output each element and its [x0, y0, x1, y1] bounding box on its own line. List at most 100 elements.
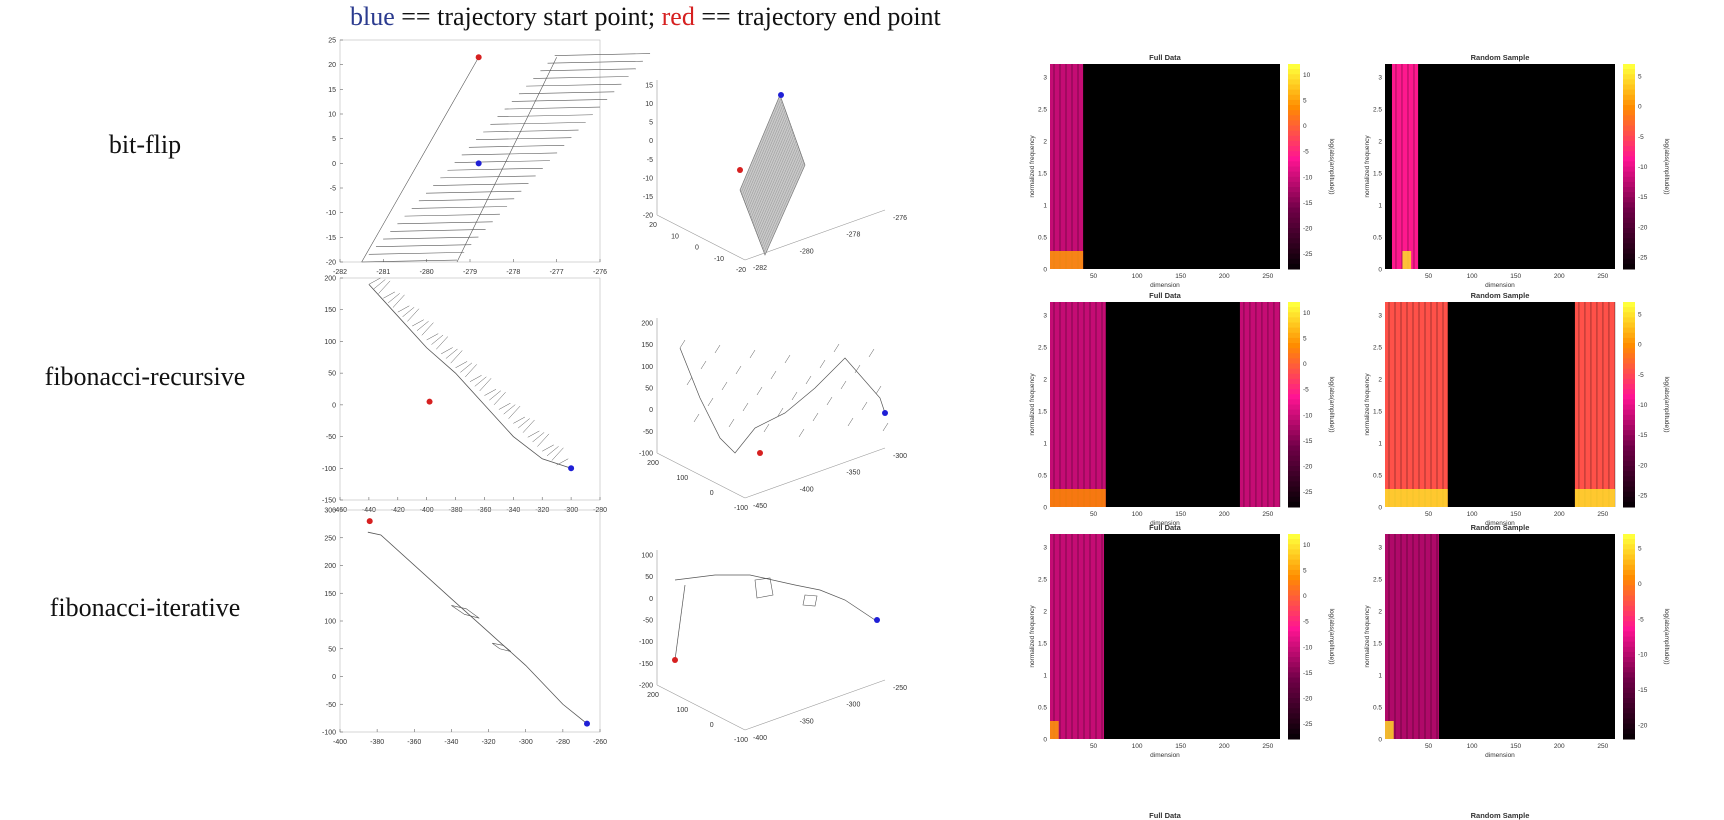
colorbar-step — [1623, 192, 1635, 198]
y-tick-label: 0 — [1378, 737, 1382, 744]
colorbar-step — [1288, 476, 1300, 482]
colorbar-tick-label: 0 — [1638, 104, 1642, 111]
x-tick-label: -300 — [519, 739, 533, 746]
colorbar-step — [1288, 662, 1300, 668]
colorbar-step — [1623, 202, 1635, 208]
x-tick-label: 100 — [1467, 273, 1478, 280]
colorbar-step — [1623, 302, 1635, 308]
colorbar-tick-label: -15 — [1303, 200, 1313, 207]
colorbar-step — [1288, 636, 1300, 643]
trace-segment — [517, 418, 530, 429]
colorbar-label: log(abs(amplitude)) — [1328, 377, 1335, 433]
y-tick-label: 0.5 — [1038, 704, 1047, 711]
y-tick-label: 1 — [1378, 440, 1382, 447]
colorbar-step — [1623, 207, 1635, 214]
trace-segment — [447, 167, 543, 171]
colorbar-step — [1623, 651, 1635, 658]
y-tick-label: -150 — [322, 498, 336, 505]
trace-segment — [868, 348, 875, 358]
colorbar-step — [1623, 733, 1635, 740]
colorbar-step — [1288, 322, 1300, 329]
x-tick-label: 150 — [1510, 273, 1521, 280]
colorbar-step — [1288, 161, 1300, 167]
colorbar-tick-label: 10 — [1303, 310, 1311, 317]
colorbar-tick-label: -5 — [1638, 616, 1644, 623]
colorbar-step — [1288, 187, 1300, 193]
colorbar-step — [1288, 575, 1300, 581]
y-tick-label: -20 — [736, 267, 746, 274]
y-tick-label: 2.5 — [1373, 106, 1382, 113]
y-axis — [656, 214, 746, 261]
y-axis-label: normalized frequency — [1364, 135, 1371, 198]
colorbar-step — [1623, 378, 1635, 385]
trace-segment — [791, 391, 798, 401]
z-tick-label: 15 — [645, 83, 653, 90]
z-tick-label: 0 — [649, 407, 653, 414]
y-axis-label: normalized frequency — [1029, 605, 1036, 668]
start-point-marker — [882, 410, 888, 416]
trace-segment — [752, 131, 794, 224]
trajectory-2d-plot-0: -282 -281 -280 -279 -278 -277 -276 -20 -15 -10 -5 0… — [326, 38, 651, 276]
x-tick-label: -279 — [463, 269, 477, 276]
colorbar-step — [1623, 140, 1635, 147]
colorbar-step — [1623, 692, 1635, 699]
start-point-marker — [584, 720, 590, 727]
colorbar-step — [1288, 312, 1300, 318]
colorbar-tick-label: -20 — [1638, 224, 1648, 231]
colorbar-step — [1623, 130, 1635, 137]
y-tick-label: 100 — [324, 339, 336, 346]
x-axis-label: dimension — [1485, 520, 1515, 527]
z-tick-label: 10 — [645, 101, 653, 108]
colorbar-step — [1623, 723, 1635, 730]
heatmap-title: Full Data — [1149, 523, 1181, 532]
colorbar-step — [1623, 425, 1635, 431]
x-tick-label: -260 — [593, 739, 607, 746]
colorbar-step — [1623, 610, 1635, 617]
heatmap-band — [1574, 302, 1615, 507]
colorbar-step — [1623, 353, 1635, 359]
colorbar-step — [1288, 64, 1300, 70]
colorbar-step — [1623, 564, 1635, 571]
trace-segment — [416, 320, 429, 331]
colorbar-step — [1623, 569, 1635, 576]
colorbar-step — [1288, 600, 1300, 607]
x-tick-label: 100 — [1132, 743, 1143, 750]
colorbar-step — [1623, 585, 1635, 591]
trace-segment — [847, 417, 854, 427]
trace-segment — [426, 333, 439, 341]
trace-segment — [465, 364, 477, 378]
colorbar-step — [1288, 84, 1300, 91]
colorbar-step — [1623, 161, 1635, 167]
colorbar-step — [1623, 384, 1635, 390]
legend-blue-text: == trajectory start point; — [394, 2, 662, 31]
colorbar-step — [1288, 176, 1300, 183]
x-tick-label: 150 — [1175, 743, 1186, 750]
trace-segment — [433, 183, 529, 186]
colorbar-step — [1288, 258, 1300, 265]
trace-segment — [456, 57, 557, 263]
x-tick-label: 250 — [1597, 273, 1608, 280]
colorbar-step — [1288, 394, 1300, 400]
y-tick-label: 100 — [676, 475, 688, 482]
colorbar-step — [1623, 115, 1635, 121]
z-tick-label: 0 — [649, 596, 653, 603]
x-tick-label: -278 — [846, 232, 860, 239]
colorbar-step — [1288, 212, 1300, 219]
x-tick-label: 100 — [1467, 511, 1478, 518]
colorbar-step — [1288, 105, 1300, 111]
colorbar-step — [1288, 657, 1300, 663]
colorbar-step — [1623, 358, 1635, 364]
trace-segment — [854, 364, 861, 374]
y-tick-label: 300 — [324, 508, 336, 515]
colorbar-step — [1288, 534, 1300, 540]
colorbar-step — [1288, 115, 1300, 121]
trace-segment — [533, 76, 629, 79]
x-tick-label: -280 — [800, 248, 814, 255]
colorbar-step — [1288, 363, 1300, 370]
end-point-marker — [757, 450, 763, 456]
trace-segment — [368, 252, 465, 255]
y-tick-label: 3 — [1043, 312, 1047, 319]
x-tick-label: 100 — [1467, 743, 1478, 750]
colorbar-step — [1288, 682, 1300, 689]
x-tick-label: -280 — [556, 739, 570, 746]
